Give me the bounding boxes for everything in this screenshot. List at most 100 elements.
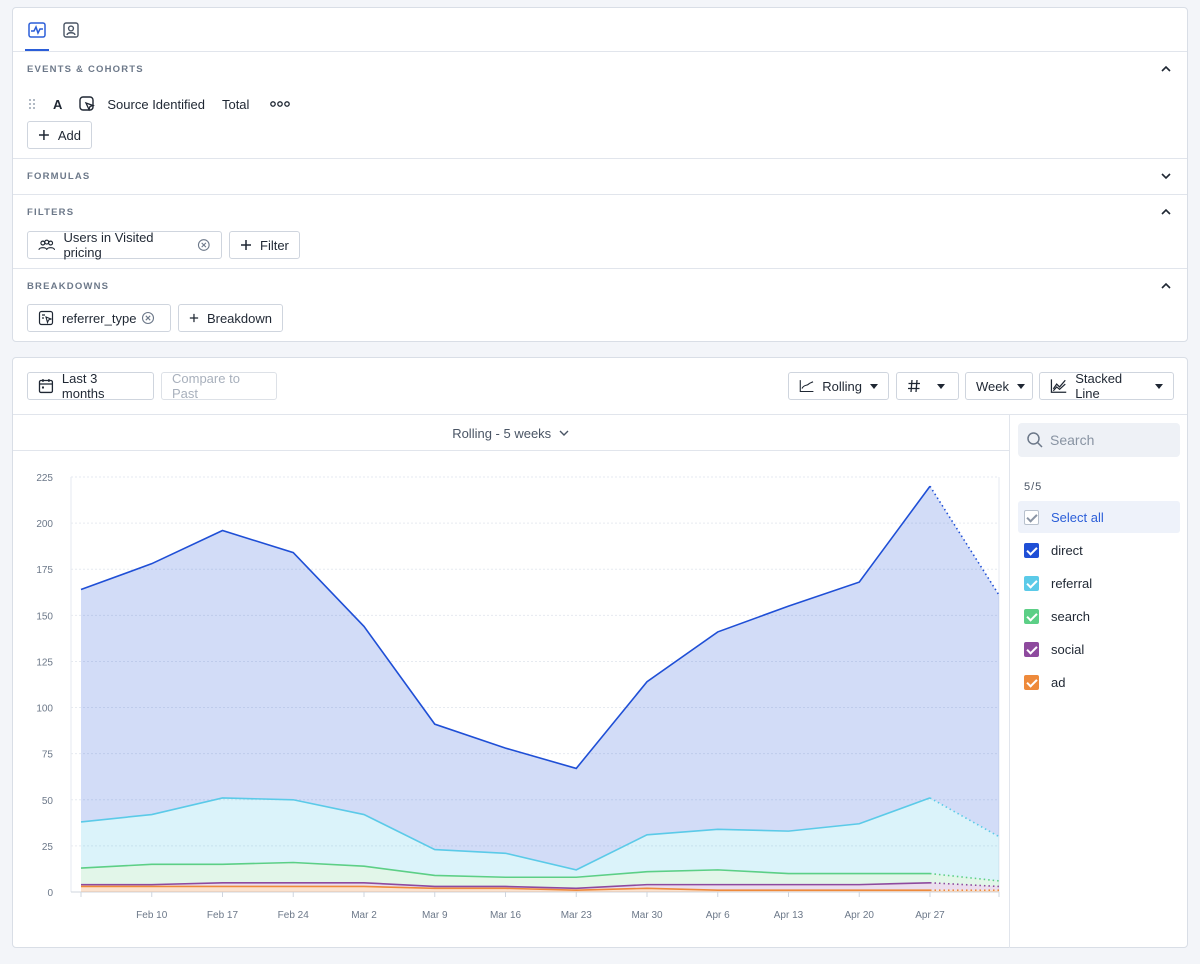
rolling-window-selector[interactable]: Rolling - 5 weeks bbox=[13, 426, 1009, 441]
add-filter-button[interactable]: Filter bbox=[229, 231, 300, 259]
chevron-down-icon[interactable] bbox=[1159, 169, 1173, 183]
compare-button[interactable]: Compare to Past bbox=[161, 371, 277, 401]
plus-icon bbox=[38, 130, 49, 140]
breakdowns-section: BREAKDOWNS referrer_type Breakdown bbox=[13, 269, 1187, 342]
remove-filter-icon[interactable] bbox=[197, 238, 211, 252]
x-tick-label: Apr 27 bbox=[915, 910, 945, 921]
hash-icon bbox=[908, 379, 920, 393]
area-social bbox=[81, 882, 999, 891]
rolling-dropdown[interactable]: Rolling bbox=[788, 372, 889, 400]
section-title-formulas: FORMULAS bbox=[27, 171, 91, 182]
add-breakdown-button[interactable]: Breakdown bbox=[178, 304, 283, 332]
line-chart-icon bbox=[28, 22, 46, 38]
rolling-window-bar: Rolling - 5 weeks bbox=[13, 415, 1009, 451]
cohort-icon bbox=[38, 239, 56, 251]
view-tabs bbox=[13, 8, 1187, 52]
caret-down-icon bbox=[870, 383, 878, 389]
chevron-up-icon[interactable] bbox=[1159, 62, 1173, 76]
x-tick-label: Mar 30 bbox=[631, 910, 663, 921]
legend-item-referral[interactable]: referral bbox=[1018, 567, 1180, 599]
legend-item-label: direct bbox=[1051, 542, 1083, 558]
date-range-label: Last 3 months bbox=[61, 371, 105, 401]
toolbar-divider bbox=[13, 414, 1187, 415]
section-title-events: EVENTS & COHORTS bbox=[27, 64, 144, 75]
rolling-window-label: Rolling - 5 weeks bbox=[452, 426, 552, 441]
area-direct bbox=[81, 486, 999, 870]
legend-search-input[interactable] bbox=[1050, 423, 1174, 457]
x-tick-label: Feb 24 bbox=[278, 910, 310, 921]
caret-down-icon bbox=[937, 383, 945, 389]
event-measure[interactable]: Total bbox=[221, 96, 250, 112]
event-cursor-icon bbox=[79, 96, 96, 112]
section-title-filters: FILTERS bbox=[27, 207, 75, 218]
rolling-label: Rolling bbox=[822, 378, 862, 394]
checkbox-icon bbox=[1024, 641, 1039, 657]
trend-chart-icon bbox=[799, 380, 814, 393]
date-range-button[interactable]: Last 3 months bbox=[27, 371, 154, 401]
legend-item-label: search bbox=[1051, 608, 1091, 624]
x-tick-label: Feb 10 bbox=[136, 910, 168, 921]
section-title-breakdowns: BREAKDOWNS bbox=[27, 281, 110, 292]
line-ad bbox=[81, 885, 930, 891]
chart-type-dropdown[interactable]: Stacked Line bbox=[1039, 371, 1174, 401]
y-tick-label: 125 bbox=[36, 657, 53, 668]
line-referral bbox=[80, 797, 931, 871]
add-filter-label: Filter bbox=[260, 237, 289, 253]
chevron-down-icon bbox=[559, 430, 569, 436]
add-event-button[interactable]: Add bbox=[27, 121, 92, 149]
more-options-icon[interactable] bbox=[270, 100, 291, 108]
interval-dropdown[interactable]: Week bbox=[965, 372, 1033, 400]
filter-chip[interactable]: Users in Visited pricing bbox=[27, 230, 222, 260]
drag-handle-icon[interactable] bbox=[27, 97, 37, 111]
stacked-line-icon bbox=[1050, 379, 1067, 393]
line-search bbox=[80, 861, 930, 879]
number-format-dropdown[interactable] bbox=[896, 372, 959, 400]
x-tick-label: Mar 2 bbox=[351, 910, 377, 921]
plus-icon bbox=[189, 313, 199, 323]
y-tick-label: 150 bbox=[36, 611, 53, 622]
chart-type-label: Stacked Line bbox=[1075, 371, 1123, 401]
breakdown-chip[interactable]: referrer_type bbox=[27, 304, 171, 332]
chevron-up-icon[interactable] bbox=[1159, 205, 1173, 219]
y-tick-label: 225 bbox=[36, 473, 53, 484]
x-tick-label: Mar 16 bbox=[490, 910, 522, 921]
legend-item-ad[interactable]: ad bbox=[1018, 666, 1180, 698]
add-event-label: Add bbox=[57, 127, 81, 143]
y-tick-label: 75 bbox=[42, 750, 54, 761]
calendar-icon bbox=[38, 379, 54, 394]
breakdown-chip-label: referrer_type bbox=[62, 310, 137, 326]
x-tick-label: Apr 6 bbox=[706, 910, 730, 921]
legend-item-label: ad bbox=[1051, 674, 1066, 690]
line-incomplete-direct bbox=[929, 485, 1000, 596]
event-letter: A bbox=[53, 96, 63, 112]
plus-icon bbox=[241, 240, 251, 250]
legend-item-direct[interactable]: direct bbox=[1018, 534, 1180, 566]
y-tick-label: 100 bbox=[36, 704, 53, 715]
caret-down-icon bbox=[1017, 383, 1025, 389]
formulas-section: FORMULAS bbox=[13, 159, 1187, 195]
chart-panel: Last 3 months Compare to Past Rolling We… bbox=[12, 357, 1188, 948]
legend-item-search[interactable]: search bbox=[1018, 600, 1180, 632]
x-tick-label: Apr 20 bbox=[845, 910, 875, 921]
x-tick-label: Mar 9 bbox=[422, 910, 448, 921]
line-social bbox=[81, 881, 931, 890]
y-tick-label: 50 bbox=[42, 796, 54, 807]
event-name[interactable]: Source Identified bbox=[107, 96, 205, 112]
remove-breakdown-icon[interactable] bbox=[141, 311, 155, 325]
legend-select-all[interactable]: Select all bbox=[1018, 501, 1180, 533]
query-builder-panel: EVENTS & COHORTS A Source Identified Tot… bbox=[12, 7, 1188, 342]
tab-insights[interactable] bbox=[25, 20, 49, 51]
filters-section: FILTERS Users in Visited pricing Filter bbox=[13, 195, 1187, 269]
legend-item-social[interactable]: social bbox=[1018, 633, 1180, 665]
checkbox-icon bbox=[1024, 542, 1039, 558]
legend-item-label: social bbox=[1051, 641, 1085, 657]
checkbox-icon bbox=[1024, 608, 1039, 624]
add-breakdown-label: Breakdown bbox=[206, 310, 272, 326]
legend-search[interactable] bbox=[1018, 423, 1180, 457]
chevron-up-icon[interactable] bbox=[1159, 279, 1173, 293]
area-search bbox=[81, 862, 999, 889]
tab-users[interactable] bbox=[61, 20, 81, 40]
legend-panel: 5/5 Select all direct referral search socia… bbox=[1009, 415, 1187, 948]
property-icon bbox=[38, 310, 54, 326]
events-section: EVENTS & COHORTS A Source Identified Tot… bbox=[13, 52, 1187, 159]
